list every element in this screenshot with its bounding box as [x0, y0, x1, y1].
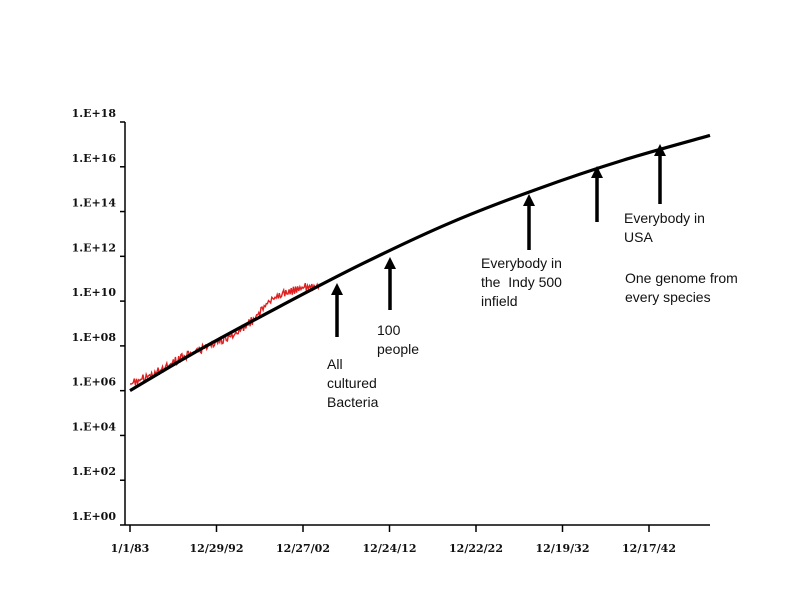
- series-layer: [129, 133, 711, 393]
- x-tick-label: 12/19/32: [536, 542, 590, 555]
- x-tick-label: 12/24/12: [363, 542, 417, 555]
- annotation-label-bacteria: Bacteria: [327, 394, 379, 410]
- y-tick-label: 1.E+12: [72, 241, 116, 254]
- y-tick-label: 1.E+08: [72, 331, 117, 344]
- y-tick-label: 1.E+04: [72, 420, 117, 433]
- annotation-arrowhead-indy: [523, 194, 535, 206]
- annotation-label-species: every species: [625, 289, 711, 305]
- y-tick-label: 1.E+00: [72, 510, 117, 523]
- annotation-label-indy: infield: [481, 293, 518, 309]
- annotation-label-indy: the Indy 500: [481, 274, 562, 290]
- annotation-label-bacteria: cultured: [327, 375, 377, 391]
- y-tick-label: 1.E+14: [72, 197, 117, 210]
- y-tick-label: 1.E+06: [72, 376, 117, 389]
- series-line-black: [129, 133, 711, 393]
- y-tick-label: 1.E+18: [72, 107, 117, 120]
- annotation-arrowhead-bacteria: [331, 283, 343, 295]
- annotations: All cultured Bacteria 100 people Everybody in…: [327, 144, 738, 410]
- x-tick-label: 1/1/83: [111, 542, 150, 555]
- x-tick-label: 12/29/92: [190, 542, 244, 555]
- x-tick-label: 12/17/42: [622, 542, 676, 555]
- annotation-arrowhead-species: [654, 144, 666, 156]
- annotation-label-indy: Everybody in: [481, 255, 562, 271]
- annotation-arrowhead-usa: [591, 166, 603, 178]
- annotation-arrowhead-people: [384, 257, 396, 269]
- y-tick-label: 1.E+16: [72, 152, 117, 165]
- y-ticks: 1.E+00 1.E+02 1.E+04 1.E+06 1.E+08 1.E+10 1.E+…: [72, 107, 125, 526]
- annotation-label-species: One genome from: [625, 270, 738, 286]
- x-tick-label: 12/22/22: [449, 542, 503, 555]
- annotation-label-bacteria: All: [327, 356, 343, 372]
- annotation-label-usa: USA: [624, 229, 653, 245]
- annotation-label-people: 100: [377, 322, 401, 338]
- x-tick-label: 12/27/02: [276, 542, 330, 555]
- annotation-label-usa: Everybody in: [624, 210, 705, 226]
- y-tick-label: 1.E+02: [72, 465, 116, 478]
- y-tick-label: 1.E+10: [72, 286, 117, 299]
- annotation-label-people: people: [377, 341, 419, 357]
- x-ticks: 1/1/83 12/29/92 12/27/02 12/24/12 12/22/22 12…: [111, 525, 676, 555]
- axes: [124, 122, 710, 526]
